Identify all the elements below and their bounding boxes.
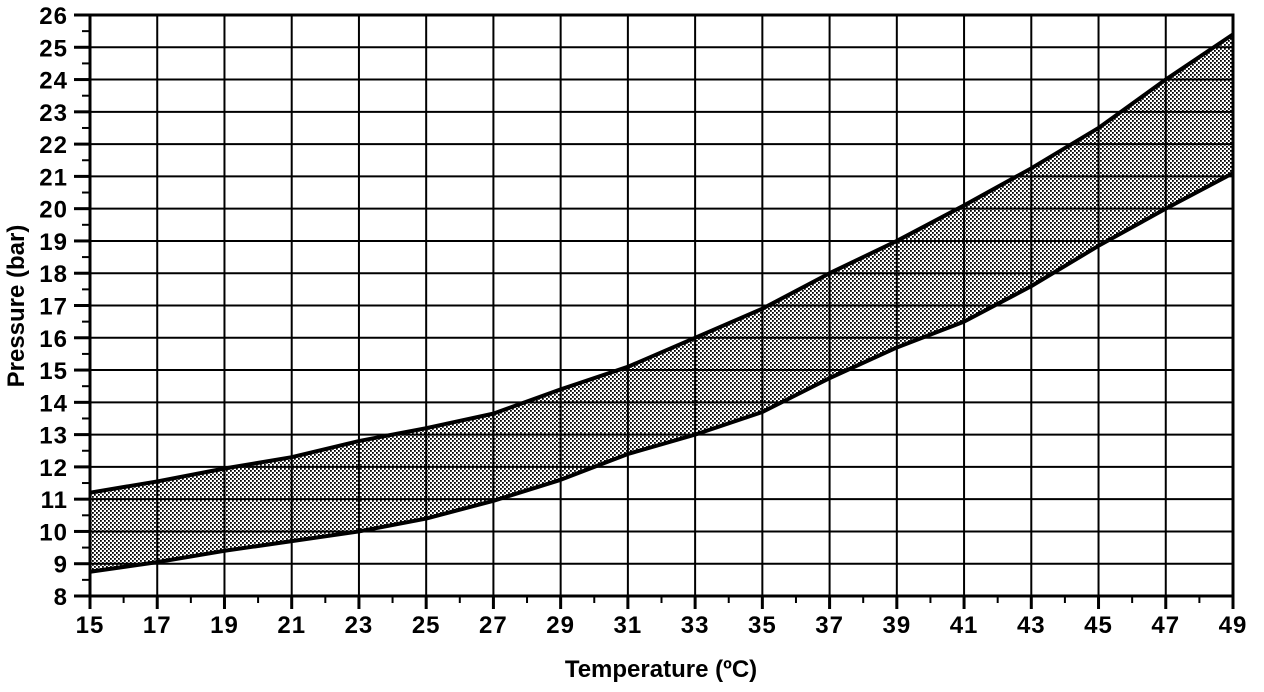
x-tick-label: 15 (76, 612, 105, 639)
y-tick-label: 26 (39, 3, 68, 30)
x-tick-label: 37 (815, 612, 844, 639)
y-tick-label: 22 (39, 132, 68, 159)
y-tick-label: 13 (39, 423, 68, 450)
x-tick-label: 41 (950, 612, 979, 639)
x-tick-label: 19 (210, 612, 239, 639)
x-tick-label: 43 (1017, 612, 1046, 639)
x-axis-title: Temperature (ºC) (565, 656, 757, 683)
y-tick-label: 11 (41, 487, 68, 514)
operating-band-fill (90, 34, 1233, 572)
band-layer (89, 32, 1235, 574)
x-tick-label: 35 (748, 612, 777, 639)
x-tick-label: 45 (1084, 612, 1113, 639)
x-tick-label: 31 (614, 612, 643, 639)
y-tick-label: 12 (39, 455, 68, 482)
y-tick-label: 23 (39, 100, 68, 127)
tick-layer (74, 13, 1235, 609)
y-tick-label: 18 (39, 261, 68, 288)
x-tick-label: 33 (681, 612, 710, 639)
y-tick-label: 20 (39, 197, 68, 224)
x-tick-label: 21 (277, 612, 306, 639)
y-tick-label: 21 (39, 164, 68, 191)
x-tick-label: 47 (1151, 612, 1180, 639)
y-tick-label: 16 (39, 326, 68, 353)
y-tick-label: 15 (39, 358, 68, 385)
x-tick-label: 25 (412, 612, 441, 639)
y-axis-title: Pressure (bar) (3, 225, 30, 388)
y-tick-label: 10 (39, 519, 68, 546)
lower-limit-curve (89, 171, 1234, 574)
y-tick-label: 9 (54, 552, 68, 579)
y-tick-label: 17 (39, 294, 68, 321)
y-tick-label: 24 (39, 68, 68, 95)
upper-limit-curve (89, 32, 1235, 495)
x-tick-label: 39 (882, 612, 911, 639)
x-tick-label: 49 (1219, 612, 1248, 639)
x-tick-label: 23 (345, 612, 374, 639)
y-tick-label: 14 (39, 390, 68, 417)
x-tick-label: 27 (479, 612, 508, 639)
x-tick-label: 29 (546, 612, 575, 639)
y-tick-label: 25 (39, 35, 68, 62)
x-tick-label: 17 (143, 612, 172, 639)
tick-label-layer: 15 17 19 21 23 25 27 29 31 33 35 37 39 41 43 45 47 49 8 9 10… (39, 3, 1248, 639)
y-tick-label: 8 (54, 584, 68, 611)
y-tick-label: 19 (39, 229, 68, 256)
